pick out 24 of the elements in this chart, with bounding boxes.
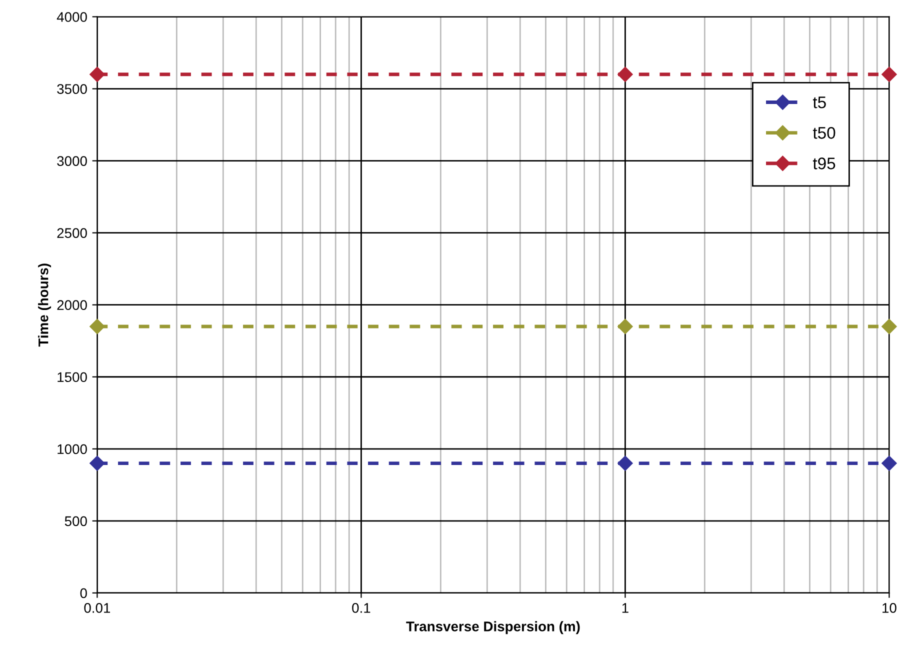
point: [882, 318, 897, 334]
y-tick-label: 500: [64, 516, 87, 526]
point: [90, 318, 105, 334]
point: [90, 456, 105, 471]
x-tick-label: 0.01: [84, 603, 110, 613]
legend-label: t50: [812, 127, 836, 139]
y-tick-label: 3500: [57, 84, 87, 94]
x-tick-label: 1: [622, 603, 628, 613]
point: [882, 66, 897, 82]
y-tick-label: 1500: [58, 372, 87, 382]
legend-label: t5: [812, 96, 826, 108]
y-tick-label: 2000: [57, 300, 87, 310]
x-axis-title: Transverse Dispersion (m): [406, 621, 580, 634]
y-tick-label: 2500: [57, 228, 87, 238]
x-tick-label: 0.1: [352, 603, 370, 613]
y-tick-label: 3000: [57, 156, 87, 166]
point: [90, 66, 105, 82]
y-tick-label: 0: [80, 588, 87, 598]
y-tick-label: 4000: [56, 12, 87, 22]
legend-label: t95: [812, 158, 836, 170]
y-tick-label: 1000: [58, 444, 87, 454]
point: [882, 456, 897, 471]
y-axis-title: Time (hours): [38, 264, 52, 347]
x-tick-label: 10: [882, 603, 896, 613]
